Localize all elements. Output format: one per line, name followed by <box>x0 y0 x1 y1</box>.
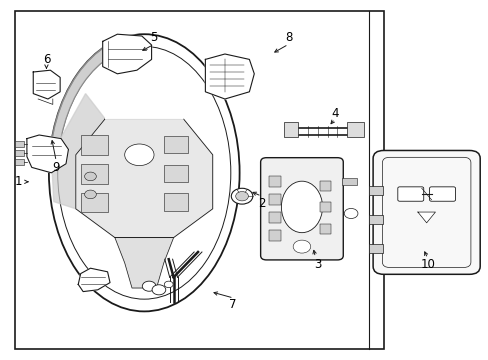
Ellipse shape <box>124 144 154 166</box>
Text: 7: 7 <box>228 298 236 311</box>
Bar <box>268 212 281 223</box>
Ellipse shape <box>281 181 322 233</box>
Text: 6: 6 <box>42 53 50 66</box>
FancyBboxPatch shape <box>260 158 343 260</box>
FancyBboxPatch shape <box>429 187 455 201</box>
Polygon shape <box>49 44 112 165</box>
Text: 1: 1 <box>15 175 22 188</box>
Bar <box>81 193 107 212</box>
Bar <box>320 202 330 212</box>
Polygon shape <box>205 54 254 99</box>
Ellipse shape <box>49 34 239 311</box>
Bar <box>163 136 188 153</box>
Text: 10: 10 <box>420 258 434 271</box>
Bar <box>320 224 330 234</box>
Polygon shape <box>27 135 68 173</box>
Circle shape <box>292 240 310 253</box>
Bar <box>163 165 188 182</box>
Bar <box>268 230 281 241</box>
Circle shape <box>231 188 252 204</box>
Text: 4: 4 <box>330 107 338 120</box>
Circle shape <box>164 281 173 288</box>
Polygon shape <box>417 212 435 223</box>
FancyBboxPatch shape <box>397 187 423 201</box>
Text: 8: 8 <box>284 31 292 44</box>
Text: 2: 2 <box>257 197 265 210</box>
Circle shape <box>235 192 248 201</box>
Bar <box>81 135 107 155</box>
Polygon shape <box>33 70 60 99</box>
Bar <box>268 176 281 187</box>
Bar <box>163 193 188 211</box>
Bar <box>368 215 382 224</box>
Polygon shape <box>76 119 212 238</box>
Bar <box>342 178 356 185</box>
Text: 9: 9 <box>52 161 60 174</box>
Polygon shape <box>78 268 110 292</box>
Polygon shape <box>115 238 173 288</box>
Bar <box>15 150 24 156</box>
Bar <box>368 186 382 195</box>
FancyBboxPatch shape <box>372 150 479 274</box>
Bar <box>81 164 107 184</box>
Bar <box>15 141 24 147</box>
Text: 3: 3 <box>313 258 321 271</box>
Bar <box>15 159 24 165</box>
Circle shape <box>142 281 156 291</box>
Bar <box>268 194 281 205</box>
Polygon shape <box>51 94 105 209</box>
Ellipse shape <box>58 46 230 299</box>
Bar <box>15 11 383 349</box>
Bar <box>346 122 364 137</box>
Circle shape <box>84 190 96 199</box>
Text: 5: 5 <box>150 31 158 44</box>
Circle shape <box>152 285 165 295</box>
Polygon shape <box>105 112 183 119</box>
Polygon shape <box>102 34 151 74</box>
Bar <box>320 181 330 191</box>
Circle shape <box>344 208 357 219</box>
Bar <box>283 122 298 137</box>
Bar <box>368 244 382 253</box>
Circle shape <box>84 172 96 181</box>
